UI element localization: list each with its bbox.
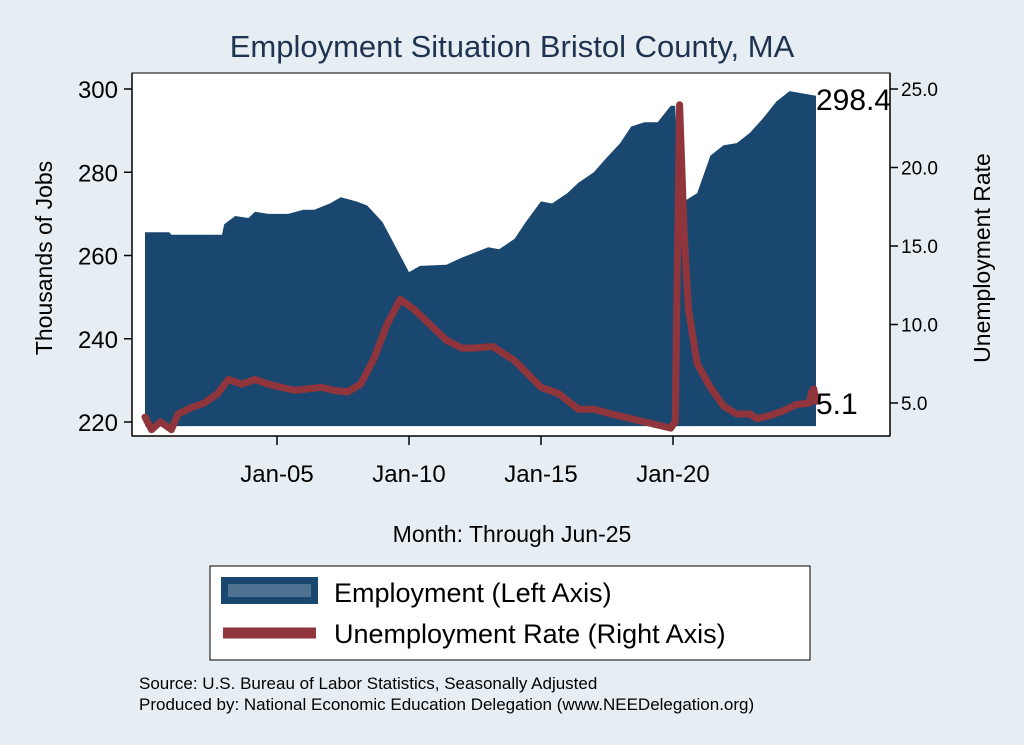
y-axis-left-title: Thousands of Jobs: [31, 161, 57, 355]
x-tick-label-0: Jan-05: [240, 461, 313, 488]
employment-area-layer: [145, 91, 816, 427]
y-left-tick-label-4: 300: [78, 77, 118, 104]
unemployment-line-layer: [141, 101, 820, 434]
source-line-2: Produced by: National Economic Education…: [139, 695, 754, 714]
unemployment-end-label: 5.1: [816, 388, 858, 421]
y-left-tick-label-1: 240: [78, 327, 118, 354]
legend-label-unemployment: Unemployment Rate (Right Axis): [334, 619, 726, 649]
chart-title: Employment Situation Bristol County, MA: [230, 29, 795, 64]
y-right-tick-label-3: 20.0: [901, 159, 938, 180]
unemployment-line: [141, 101, 820, 434]
employment-area: [145, 91, 816, 427]
x-tick-label-3: Jan-20: [636, 461, 709, 488]
legend-label-employment: Employment (Left Axis): [334, 578, 612, 608]
y-left-tick-label-0: 220: [78, 410, 118, 437]
x-axis-title: Month: Through Jun-25: [393, 521, 632, 547]
employment-end-label: 298.4: [816, 84, 891, 117]
y-right-tick-label-1: 10.0: [901, 316, 938, 337]
x-tick-label-1: Jan-10: [372, 461, 445, 488]
tick-layer: 220 240 260 280 300 5.0 10.0 15.0 20.0 25.0 Jan-05…: [78, 77, 938, 488]
y-left-tick-label-2: 260: [78, 244, 118, 271]
y-axis-right-title: Unemployment Rate: [969, 153, 995, 363]
x-tick-label-2: Jan-15: [504, 461, 577, 488]
legend-swatch-employment-inner: [228, 584, 311, 597]
y-left-tick-label-3: 280: [78, 160, 118, 187]
source-line-1: Source: U.S. Bureau of Labor Statistics,…: [139, 674, 597, 693]
y-right-tick-label-4: 25.0: [901, 80, 938, 101]
y-right-tick-label-2: 15.0: [901, 237, 938, 258]
y-right-tick-label-0: 5.0: [901, 394, 927, 415]
legend: Employment (Left Axis) Unemployment Rate…: [209, 565, 811, 661]
